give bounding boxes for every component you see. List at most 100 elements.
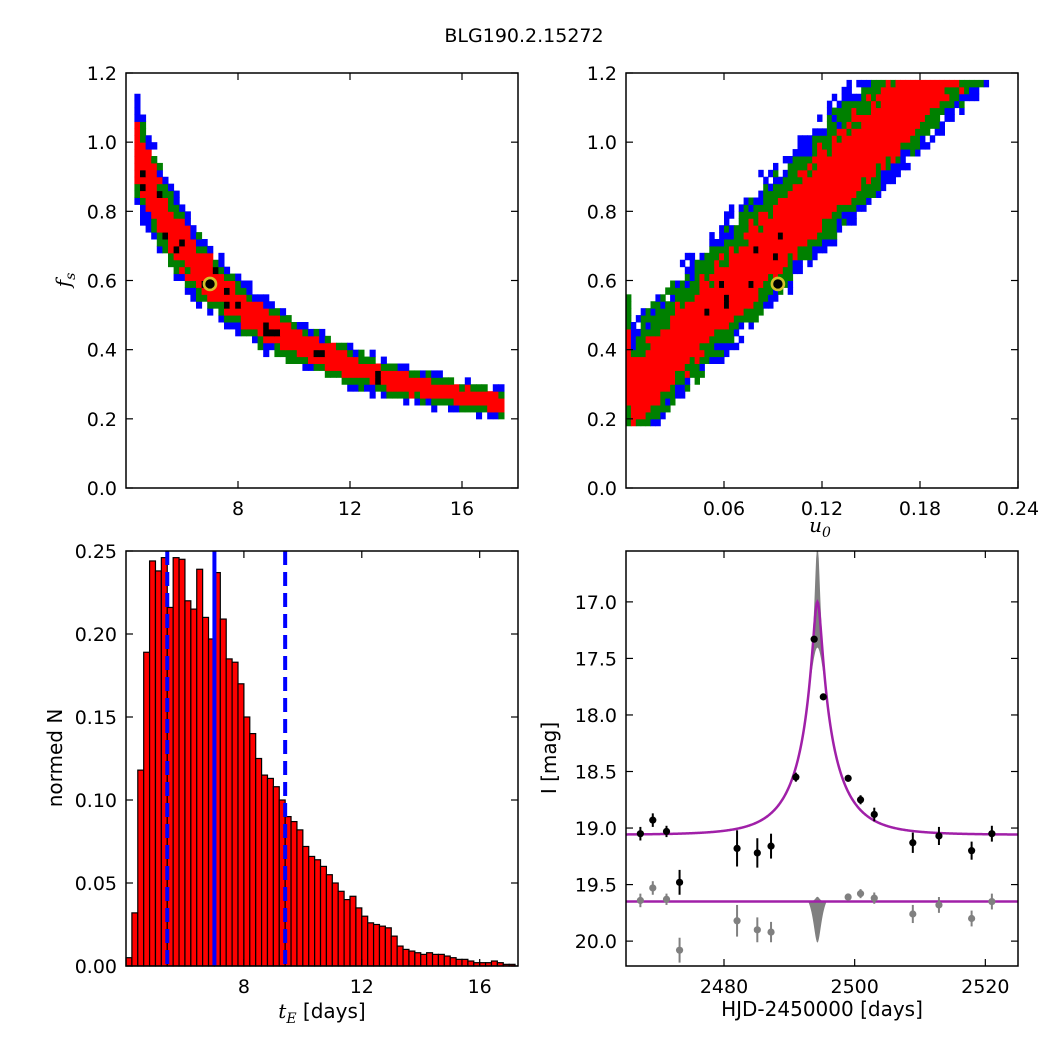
- tE-fs-cell: [274, 335, 281, 344]
- histogram-bar: [196, 568, 204, 967]
- tE-fs-cell: [190, 252, 197, 261]
- u0-fs-cell: [900, 162, 906, 171]
- u0-fs-cell: [728, 239, 735, 247]
- u0-fs-cell: [875, 121, 882, 129]
- u0-fs-cell: [802, 169, 808, 178]
- u0-fs-cell: [939, 121, 945, 129]
- tE-fs-cell: [134, 156, 141, 164]
- u0-fs-cell: [773, 176, 779, 185]
- u0-fs-cell: [753, 294, 759, 302]
- u0-fs-cell: [694, 266, 700, 275]
- u0-fs-cell: [880, 149, 887, 157]
- u0-fs-cell: [640, 405, 647, 413]
- u0-fs-cell: [866, 86, 872, 95]
- u0-fs-cell: [684, 273, 691, 281]
- u0-fs-cell: [689, 370, 696, 378]
- u0-fs-cell: [738, 259, 745, 268]
- u0-fs-cell: [679, 370, 686, 378]
- u0-fs-cell: [763, 204, 769, 212]
- u0-fs-cell: [753, 287, 759, 295]
- u0-fs-cell: [738, 301, 745, 309]
- u0-fs-cell: [763, 259, 769, 268]
- tE-fs-cell: [263, 301, 270, 309]
- u0-fs-cell: [836, 169, 843, 178]
- u0-fs-cell: [728, 315, 735, 323]
- u0-fs-cell: [836, 225, 843, 233]
- u0-fs-cell: [748, 266, 754, 275]
- u0-fs-cell: [826, 114, 833, 122]
- tE-fs-cell: [319, 356, 326, 364]
- tE-fs-cell: [240, 280, 247, 288]
- u0-fs-cell: [665, 342, 671, 351]
- u0-fs-cell: [699, 342, 705, 351]
- tE-fs-cell: [285, 335, 292, 344]
- histogram-bar: [314, 859, 322, 967]
- u0-fs-cell: [728, 245, 735, 254]
- u0-fs-cell: [748, 273, 754, 281]
- u0-fs-cell: [719, 308, 725, 316]
- u0-fs-cell: [689, 301, 696, 309]
- u0-fs-cell: [831, 211, 838, 219]
- u0-fs-cell: [684, 370, 691, 378]
- u0-fs-cell: [743, 239, 749, 247]
- u0-fs-cell: [944, 100, 950, 109]
- u0-fs-cell: [851, 121, 857, 129]
- lightcurve-ytick-label: 17.5: [575, 648, 617, 670]
- u0-fs-cell: [675, 315, 681, 323]
- u0-fs-cell: [792, 211, 798, 219]
- tE-fs-cell: [308, 356, 315, 364]
- u0-fs-cell: [895, 79, 901, 88]
- tE-fs-cell: [336, 356, 343, 364]
- tE-fs-cell: [168, 211, 175, 219]
- u0-fs-cell: [792, 239, 798, 247]
- tE-fs-cell: [364, 384, 371, 392]
- u0-fs-cell: [807, 259, 813, 268]
- u0-fs-cell: [763, 266, 769, 275]
- u0-fs-cell: [626, 308, 632, 316]
- u0-fs-cell: [728, 308, 735, 316]
- u0-fs-cell: [836, 142, 843, 150]
- u0-fs-cell: [949, 86, 955, 95]
- u0-fs-cell: [841, 169, 847, 178]
- u0-fs-cell: [885, 169, 892, 178]
- u0-fs-cell: [689, 252, 696, 261]
- tE-fs-cell: [257, 328, 264, 337]
- tE-fs-cell: [431, 398, 438, 406]
- u0-fs-cell: [645, 384, 651, 392]
- u0-fs-cell: [728, 232, 735, 240]
- u0-fs-cell: [699, 266, 705, 275]
- tE-fs-cell: [425, 377, 432, 385]
- u0-fs-cell: [719, 239, 725, 247]
- tE-fs-cell: [145, 156, 152, 164]
- u0-fs-cell: [733, 259, 740, 268]
- u0-fs-cell: [866, 156, 872, 164]
- tE-fs-cell: [341, 356, 348, 364]
- u0-fs-cell: [822, 142, 828, 150]
- u0-fs-cell: [660, 356, 666, 364]
- tE-fs-cell: [408, 391, 415, 399]
- u0-fs-cell: [733, 301, 740, 309]
- u0-fs-cell: [905, 100, 911, 109]
- u0-fs-cell: [905, 79, 911, 88]
- u0-fs-cell: [812, 232, 818, 240]
- u0-fs-cell: [635, 370, 642, 378]
- lightcurve-xtick-label: 2520: [961, 976, 1009, 998]
- u0-fs-cell: [763, 176, 769, 185]
- histogram-bar: [331, 882, 339, 967]
- u0-fs-cell: [910, 107, 916, 115]
- u0-fs-cell: [660, 411, 666, 420]
- u0-fs-cell: [684, 252, 691, 261]
- u0-fs-cell: [939, 107, 945, 115]
- u0-fs-xtick-label: 0.24: [997, 498, 1039, 520]
- u0-fs-cell: [910, 93, 916, 102]
- u0-fs-cell: [694, 294, 700, 302]
- tE-fs-cell: [207, 245, 214, 254]
- tE-fs-cell: [274, 328, 281, 337]
- lightcurve-ylabel: I [mag]: [537, 722, 561, 794]
- u0-fs-cell: [743, 287, 749, 295]
- u0-fs-cell: [645, 405, 651, 413]
- histogram-bar: [260, 774, 269, 967]
- u0-fs-cell: [812, 245, 818, 254]
- histogram-bar: [148, 560, 157, 967]
- tE-fs-cell: [184, 287, 191, 295]
